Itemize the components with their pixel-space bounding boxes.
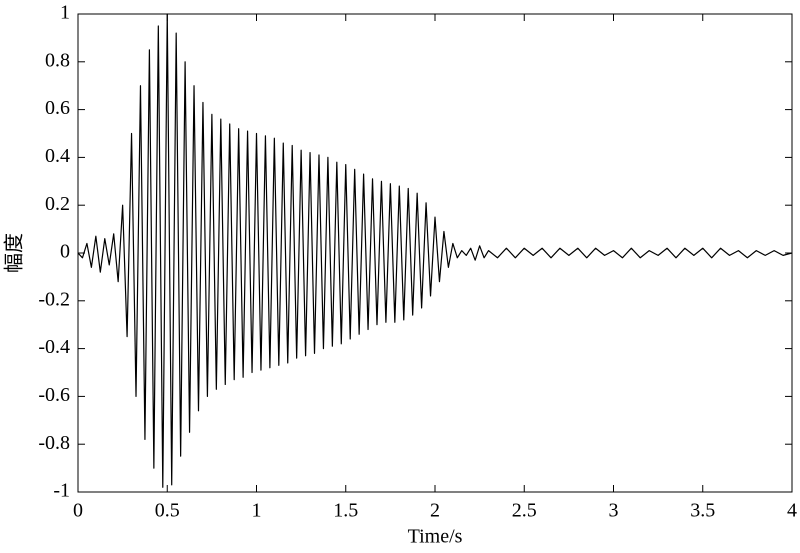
x-tick-label: 1.5 [333, 500, 358, 522]
x-tick-label: 4 [787, 500, 797, 522]
y-tick-label: -0.2 [38, 288, 70, 310]
x-tick-label: 1 [252, 500, 262, 522]
y-tick-label: -0.6 [38, 384, 70, 406]
x-tick-label: 2 [430, 500, 440, 522]
y-tick-label: 0.2 [45, 193, 70, 215]
x-axis-label: Time/s [408, 526, 463, 548]
signal-line [77, 13, 793, 488]
y-tick-label: 0 [60, 241, 70, 263]
y-tick-label: -1 [53, 480, 70, 502]
y-tick-label: 1 [60, 2, 70, 24]
y-tick-label: -0.8 [38, 432, 70, 454]
y-axis-label: 幅度 [3, 233, 26, 273]
x-tick-label: 2.5 [512, 500, 537, 522]
x-tick-label: 3 [609, 500, 619, 522]
y-tick-label: 0.8 [45, 49, 70, 71]
y-tick-label: 0.6 [45, 97, 70, 119]
x-tick-label: 0 [73, 500, 83, 522]
y-tick-label: 0.4 [45, 145, 70, 167]
x-tick-label: 0.5 [155, 500, 180, 522]
x-tick-label: 3.5 [690, 500, 715, 522]
y-tick-label: -0.4 [38, 336, 70, 358]
